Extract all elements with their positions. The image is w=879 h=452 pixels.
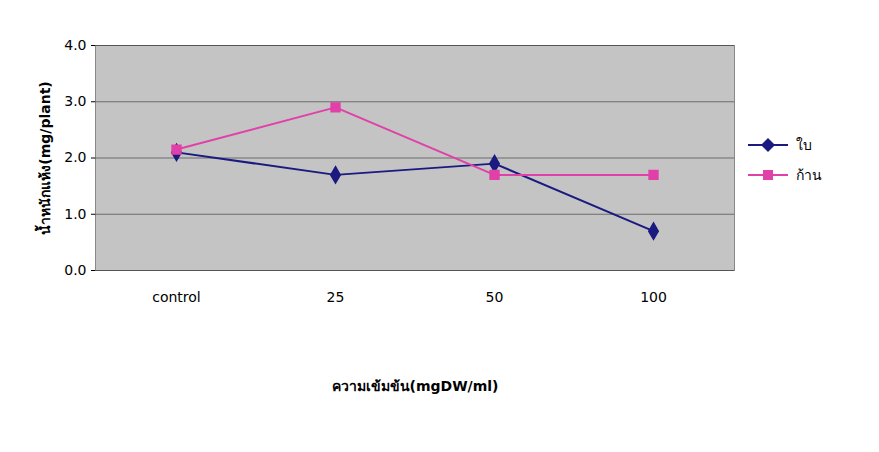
svg-text:2.0: 2.0 [64,149,86,165]
svg-text:3.0: 3.0 [64,93,86,109]
svg-text:4.0: 4.0 [64,37,86,53]
svg-text:50: 50 [486,289,504,305]
svg-text:1.0: 1.0 [64,206,86,222]
html-text:ก้าน: ก้าน [796,167,822,183]
svg-text:0.0: 0.0 [64,262,86,278]
svg-text:25: 25 [327,289,345,305]
svg-text:control: control [152,289,201,305]
html-text:ใบ: ใบ [796,137,812,153]
svg-text:100: 100 [640,289,667,305]
svg-text:น้ำหนักแห้ง(mg/plant): น้ำหนักแห้ง(mg/plant) [34,81,53,234]
svg-text:ความเข้มข้น(mgDW/ml): ความเข้มข้น(mgDW/ml) [332,378,499,394]
